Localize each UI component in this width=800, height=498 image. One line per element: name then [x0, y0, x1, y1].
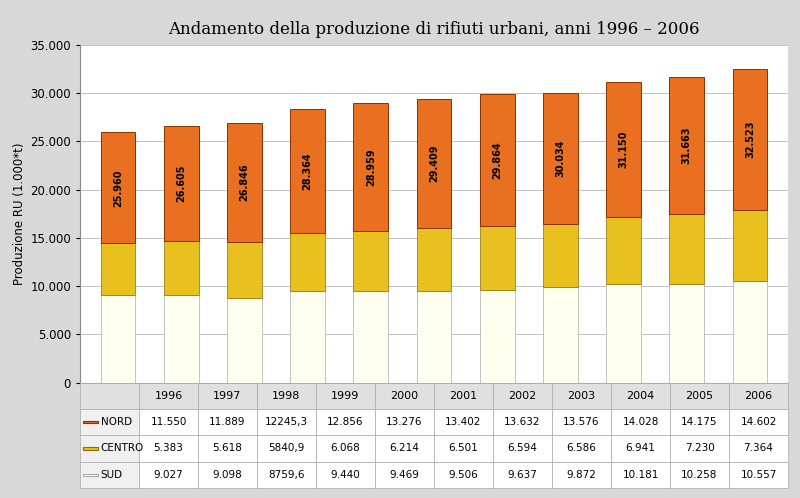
Bar — [164, 241, 198, 295]
Title: Andamento della produzione di rifiuti urbani, anni 1996 – 2006: Andamento della produzione di rifiuti ur… — [168, 21, 700, 38]
Text: 30.034: 30.034 — [555, 139, 566, 177]
Text: SUD: SUD — [101, 470, 122, 480]
Bar — [227, 124, 262, 242]
Bar — [354, 103, 388, 231]
Text: 29.409: 29.409 — [429, 144, 439, 182]
Bar — [733, 210, 767, 281]
Bar — [606, 82, 641, 217]
Bar — [733, 281, 767, 382]
Text: 28.364: 28.364 — [302, 152, 313, 190]
Bar — [83, 421, 98, 423]
Bar — [543, 93, 578, 224]
Bar — [83, 474, 98, 476]
Bar — [83, 447, 98, 450]
Bar — [290, 291, 325, 382]
Bar — [164, 126, 198, 241]
Bar — [227, 242, 262, 298]
Bar — [670, 214, 704, 283]
Bar — [101, 295, 135, 382]
Bar — [101, 244, 135, 295]
Bar — [354, 291, 388, 382]
Bar — [417, 228, 451, 291]
Bar — [733, 69, 767, 210]
Bar — [480, 226, 514, 289]
Text: 28.959: 28.959 — [366, 148, 376, 186]
Bar — [480, 95, 514, 226]
Y-axis label: Produzione RU (1.000*t): Produzione RU (1.000*t) — [13, 142, 26, 285]
Bar — [606, 284, 641, 382]
Text: 31.663: 31.663 — [682, 126, 692, 164]
Text: 25.960: 25.960 — [113, 169, 123, 207]
Bar — [164, 295, 198, 382]
Bar — [543, 287, 578, 382]
Text: NORD: NORD — [101, 417, 132, 427]
Bar — [101, 132, 135, 244]
Bar — [670, 77, 704, 214]
Bar — [290, 233, 325, 291]
Text: CENTRO: CENTRO — [101, 443, 144, 454]
Text: 29.864: 29.864 — [492, 141, 502, 179]
Text: 26.846: 26.846 — [239, 164, 250, 201]
Bar — [354, 231, 388, 291]
Bar — [670, 283, 704, 382]
Bar — [480, 289, 514, 382]
Text: 32.523: 32.523 — [745, 121, 755, 158]
Text: 31.150: 31.150 — [618, 131, 629, 168]
Text: 26.605: 26.605 — [176, 164, 186, 202]
Bar — [417, 291, 451, 382]
Bar — [417, 99, 451, 228]
Bar — [606, 217, 641, 284]
Bar — [227, 298, 262, 382]
Bar — [290, 109, 325, 233]
Bar — [543, 224, 578, 287]
